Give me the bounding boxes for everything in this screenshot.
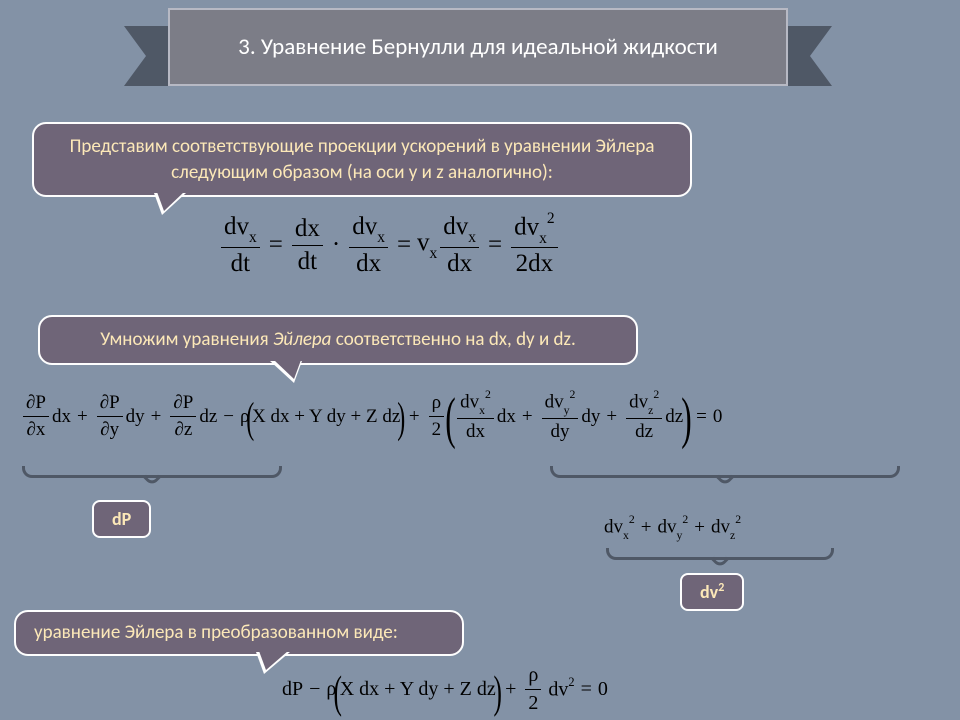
badge-dP: dP [92,500,151,538]
title-text: 3. Уравнение Бернулли для идеальной жидк… [238,33,718,62]
equation-3: dvx2 + dvy2 + dvz2 [604,515,741,541]
brace-velocity [550,466,900,478]
title-box: 3. Уравнение Бернулли для идеальной жидк… [168,8,788,86]
badge-dP-text: dP [112,508,131,530]
badge-dv2: dv2 [680,573,744,611]
brace-dv2 [606,548,834,560]
callout-projections: Представим соответствующие проекции уско… [32,122,692,197]
badge-dv2-base: dv [700,581,718,603]
equation-2: ∂P∂xdx + ∂P∂ydy + ∂P∂zdz −ρ ( X dx + Y d… [20,390,940,443]
badge-dv2-sup: 2 [718,581,724,595]
callout2-post: соответственно на dx, dy и dz. [331,328,575,351]
callout3-text: уравнение Эйлера в преобразованном виде: [34,621,398,644]
callout1-text: Представим соответствующие проекции уско… [70,135,655,184]
equation-4: dP −ρ ( X dx + Y dy + Z dz ) + ρ2 dv2 =0 [282,664,608,715]
title-banner: 3. Уравнение Бернулли для идеальной жидк… [168,8,788,94]
callout-tail-icon [270,361,302,383]
callout2-pre: Умножим уравнения [100,328,273,351]
callout-multiply: Умножим уравнения Эйлера соответственно … [38,315,638,365]
callout-transformed: уравнение Эйлера в преобразованном виде: [14,610,464,656]
callout2-em: Эйлера [273,328,331,351]
brace-dP [22,466,282,478]
callout-tail-icon [154,193,186,215]
equation-1: dvxdt = dxdt · dvxdx = vx dvxdx = dvx22d… [218,212,561,278]
